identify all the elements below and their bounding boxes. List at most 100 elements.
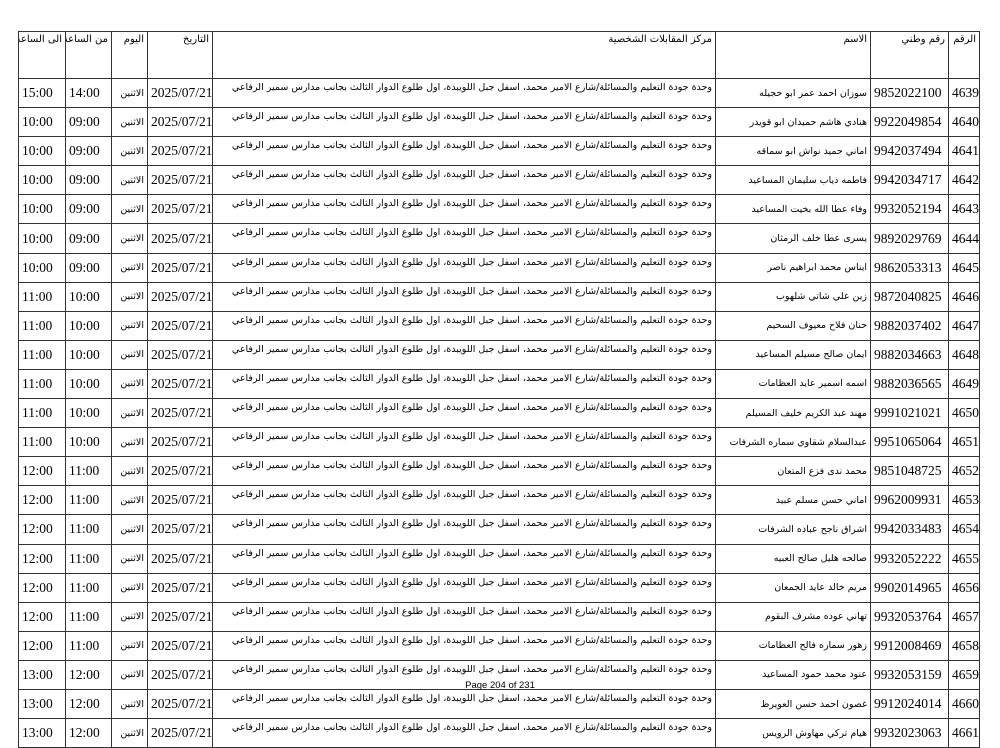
date-cell: 2025/07/21	[147, 514, 213, 545]
interview-center-cell: وحدة جودة التعليم والمسائلة/شارع الامير …	[212, 485, 716, 516]
row-number-cell: 4652	[948, 456, 980, 487]
header-national-id: رقم وطني	[870, 31, 949, 79]
date-cell: 2025/07/21	[147, 107, 213, 138]
table-row: 4640 9922049854 هنادي هاشم حميدان ابو قويد…	[18, 107, 980, 138]
table-row: 4647 9882037402 حنان فلاح معيوف السحيم وحدة…	[18, 310, 980, 341]
interview-center-cell: وحدة جودة التعليم والمسائلة/شارع الامير …	[212, 572, 716, 603]
row-number-cell: 4642	[948, 165, 980, 196]
header-date: التاريخ	[147, 31, 213, 79]
table-row: 4649 9882036565 اسمه اسمير عايد العظامات وح…	[18, 368, 980, 400]
day-cell: الاثنين	[111, 718, 148, 748]
to-time-cell: 10:00	[18, 252, 66, 283]
interview-schedule-table: الرقم رقم وطني الاسم مركز المقابلات الشخ…	[18, 31, 980, 748]
table-row: 4661 9932023063 هيام تركي مهاوش الرويس وحدة…	[18, 718, 980, 748]
day-cell: الاثنين	[111, 659, 148, 690]
to-time-cell: 10:00	[18, 194, 66, 225]
row-number-cell: 4656	[948, 572, 980, 603]
date-cell: 2025/07/21	[147, 310, 213, 341]
table-row: 4648 9882034663 ايمان صالح مسيلم المساعيد و…	[18, 339, 980, 370]
name-cell: تهاني عوده مشرف البقوم	[715, 601, 871, 632]
name-cell: اشراق ناجح عباده الشرفات	[715, 514, 871, 545]
national-id-cell: 9942034717	[870, 165, 949, 196]
header-from: من الساعة	[65, 31, 112, 79]
from-time-cell: 12:00	[65, 688, 112, 720]
table-row: 4654 9942033483 اشراق ناجح عباده الشرفات وح…	[18, 514, 980, 545]
day-cell: الاثنين	[111, 514, 148, 545]
national-id-cell: 9862053313	[870, 252, 949, 283]
national-id-cell: 9882036565	[870, 368, 949, 400]
row-number-cell: 4644	[948, 223, 980, 254]
from-time-cell: 11:00	[65, 514, 112, 545]
table-row: 4642 9942034717 فاطمه ذياب سليمان المساعيد…	[18, 165, 980, 196]
date-cell: 2025/07/21	[147, 572, 213, 603]
interview-center-cell: وحدة جودة التعليم والمسائلة/شارع الامير …	[212, 223, 716, 254]
day-cell: الاثنين	[111, 572, 148, 603]
interview-center-cell: وحدة جودة التعليم والمسائلة/شارع الامير …	[212, 136, 716, 167]
table-row: 4657 9932053764 تهاني عوده مشرف البقوم وحدة…	[18, 601, 980, 632]
interview-center-cell: وحدة جودة التعليم والمسائلة/شارع الامير …	[212, 281, 716, 312]
national-id-cell: 9991021021	[870, 398, 949, 429]
day-cell: الاثنين	[111, 281, 148, 312]
table-row: 4660 9912024014 غصون احمد حسن العويرظ وحدة …	[18, 688, 980, 720]
row-number-cell: 4651	[948, 427, 980, 458]
date-cell: 2025/07/21	[147, 165, 213, 196]
date-cell: 2025/07/21	[147, 252, 213, 283]
interview-center-cell: وحدة جودة التعليم والمسائلة/شارع الامير …	[212, 194, 716, 225]
to-time-cell: 11:00	[18, 339, 66, 370]
name-cell: وفاء عطا الله بخيت المساعيد	[715, 194, 871, 225]
to-time-cell: 10:00	[18, 107, 66, 138]
row-number-cell: 4653	[948, 485, 980, 516]
to-time-cell: 10:00	[18, 136, 66, 167]
name-cell: عبدالسلام شقاوي سماره الشرفات	[715, 427, 871, 458]
interview-center-cell: وحدة جودة التعليم والمسائلة/شارع الامير …	[212, 456, 716, 487]
day-cell: الاثنين	[111, 165, 148, 196]
interview-center-cell: وحدة جودة التعليم والمسائلة/شارع الامير …	[212, 368, 716, 400]
row-number-cell: 4639	[948, 77, 980, 109]
row-number-cell: 4660	[948, 688, 980, 720]
interview-center-cell: وحدة جودة التعليم والمسائلة/شارع الامير …	[212, 601, 716, 632]
from-time-cell: 12:00	[65, 718, 112, 748]
national-id-cell: 9932023063	[870, 718, 949, 748]
national-id-cell: 9851048725	[870, 456, 949, 487]
name-cell: اماني حسن مسلم عبيد	[715, 485, 871, 516]
day-cell: الاثنين	[111, 223, 148, 254]
date-cell: 2025/07/21	[147, 77, 213, 109]
date-cell: 2025/07/21	[147, 688, 213, 720]
interview-center-cell: وحدة جودة التعليم والمسائلة/شارع الامير …	[212, 630, 716, 661]
national-id-cell: 9942037494	[870, 136, 949, 167]
date-cell: 2025/07/21	[147, 543, 213, 574]
from-time-cell: 09:00	[65, 136, 112, 167]
interview-center-cell: وحدة جودة التعليم والمسائلة/شارع الامير …	[212, 427, 716, 458]
day-cell: الاثنين	[111, 136, 148, 167]
interview-center-cell: وحدة جودة التعليم والمسائلة/شارع الامير …	[212, 107, 716, 138]
date-cell: 2025/07/21	[147, 398, 213, 429]
header-to: الى الساعة	[18, 31, 66, 79]
table-row: 4653 9962009931 اماني حسن مسلم عبيد وحدة جو…	[18, 485, 980, 516]
row-number-cell: 4650	[948, 398, 980, 429]
name-cell: ايمان صالح مسيلم المساعيد	[715, 339, 871, 370]
name-cell: مهند عبد الكريم خليف المسيلم	[715, 398, 871, 429]
from-time-cell: 10:00	[65, 427, 112, 458]
day-cell: الاثنين	[111, 427, 148, 458]
to-time-cell: 11:00	[18, 427, 66, 458]
date-cell: 2025/07/21	[147, 456, 213, 487]
to-time-cell: 10:00	[18, 165, 66, 196]
national-id-cell: 9932052222	[870, 543, 949, 574]
table-row: 4641 9942037494 اماني حميد نواش ابو سماقه و…	[18, 136, 980, 167]
row-number-cell: 4640	[948, 107, 980, 138]
name-cell: محمد ندى فزع المتعان	[715, 456, 871, 487]
national-id-cell: 9932053764	[870, 601, 949, 632]
table-row: 4651 9951065064 عبدالسلام شقاوي سماره الشر…	[18, 427, 980, 458]
national-id-cell: 9902014965	[870, 572, 949, 603]
row-number-cell: 4649	[948, 368, 980, 400]
to-time-cell: 13:00	[18, 718, 66, 748]
from-time-cell: 09:00	[65, 165, 112, 196]
interview-center-cell: وحدة جودة التعليم والمسائلة/شارع الامير …	[212, 339, 716, 370]
from-time-cell: 11:00	[65, 456, 112, 487]
row-number-cell: 4661	[948, 718, 980, 748]
national-id-cell: 9962009931	[870, 485, 949, 516]
day-cell: الاثنين	[111, 368, 148, 400]
from-time-cell: 10:00	[65, 368, 112, 400]
day-cell: الاثنين	[111, 456, 148, 487]
day-cell: الاثنين	[111, 194, 148, 225]
